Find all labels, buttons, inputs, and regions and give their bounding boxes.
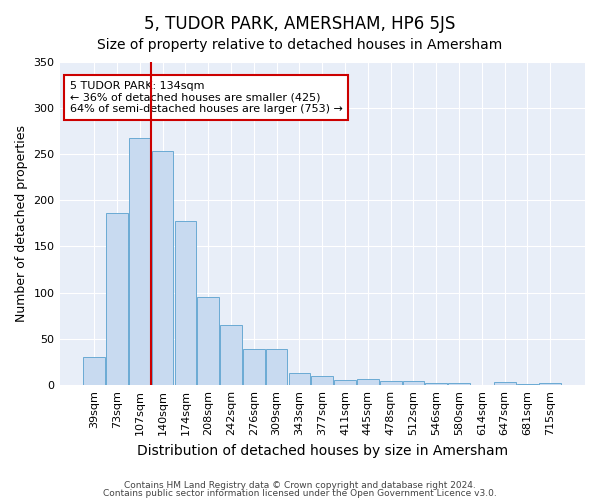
Bar	[448, 384, 470, 385]
X-axis label: Distribution of detached houses by size in Amersham: Distribution of detached houses by size …	[137, 444, 508, 458]
Bar	[106, 213, 128, 385]
Y-axis label: Number of detached properties: Number of detached properties	[15, 125, 28, 322]
Bar	[243, 349, 265, 385]
Bar	[83, 358, 105, 385]
Bar	[517, 384, 538, 385]
Bar	[539, 384, 561, 385]
Bar	[425, 384, 447, 385]
Bar	[334, 380, 356, 385]
Bar	[152, 151, 173, 385]
Text: 5 TUDOR PARK: 134sqm
← 36% of detached houses are smaller (425)
64% of semi-deta: 5 TUDOR PARK: 134sqm ← 36% of detached h…	[70, 81, 343, 114]
Text: 5, TUDOR PARK, AMERSHAM, HP6 5JS: 5, TUDOR PARK, AMERSHAM, HP6 5JS	[145, 15, 455, 33]
Bar	[197, 298, 219, 385]
Bar	[266, 349, 287, 385]
Bar	[311, 376, 333, 385]
Text: Contains HM Land Registry data © Crown copyright and database right 2024.: Contains HM Land Registry data © Crown c…	[124, 480, 476, 490]
Bar	[289, 373, 310, 385]
Bar	[357, 378, 379, 385]
Bar	[220, 325, 242, 385]
Bar	[494, 382, 515, 385]
Bar	[380, 380, 401, 385]
Text: Size of property relative to detached houses in Amersham: Size of property relative to detached ho…	[97, 38, 503, 52]
Bar	[403, 382, 424, 385]
Bar	[129, 138, 151, 385]
Bar	[175, 220, 196, 385]
Text: Contains public sector information licensed under the Open Government Licence v3: Contains public sector information licen…	[103, 489, 497, 498]
